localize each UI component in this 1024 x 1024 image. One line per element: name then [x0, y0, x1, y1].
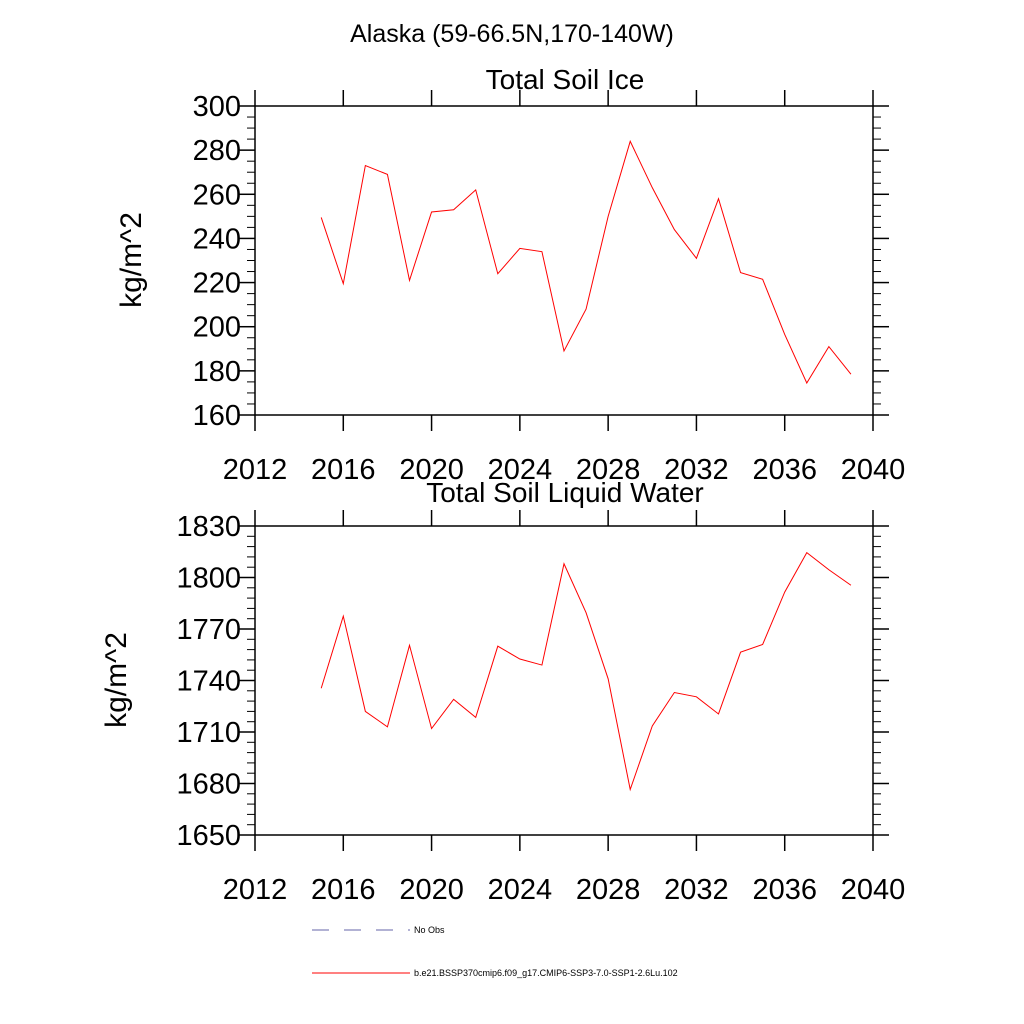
legend-label-no-obs: No Obs: [414, 925, 445, 935]
x-tick-label: 2012: [223, 874, 288, 906]
x-tick-label: 2028: [576, 874, 641, 906]
y-tick-label: 1800: [176, 563, 241, 595]
legend: No Obs b.e21.BSSP370cmip6.f09_g17.CMIP6-…: [312, 925, 678, 978]
x-tick-label: 2012: [223, 454, 288, 486]
y-tick-label: 1770: [176, 614, 241, 646]
x-tick-label: 2036: [752, 874, 817, 906]
series-line: [320, 139, 852, 385]
x-tick-label: 2032: [664, 454, 729, 486]
series-line: [320, 551, 852, 792]
y-tick-label: 1830: [176, 511, 241, 543]
y-tick-label: 180: [193, 356, 241, 388]
x-tick-label: 2020: [399, 454, 464, 486]
total-soil-ice-panel: Total Soil Ice kg/m^2 2012 2016 2020 2024 20…: [115, 64, 905, 486]
y-tick-label: 260: [193, 179, 241, 211]
x-tick-label: 2036: [752, 454, 817, 486]
series-layer: [320, 139, 852, 385]
y-tick-label: 1680: [176, 769, 241, 801]
panel-title: Total Soil Ice: [486, 64, 645, 95]
region-title: Alaska (59-66.5N,170-140W): [350, 20, 674, 48]
plot-frame: [254, 525, 874, 836]
series-layer: [320, 551, 852, 792]
y-tick-label: 160: [193, 400, 241, 432]
x-tick-label: 2024: [488, 874, 553, 906]
x-tick-label: 2028: [576, 454, 641, 486]
axes: 2012 2016 2020 2024 2028 2032 2036 2040 1650 1680…: [176, 510, 905, 906]
y-tick-label: 220: [193, 268, 241, 300]
y-axis-label: kg/m^2: [115, 212, 148, 308]
x-tick-label: 2040: [841, 454, 906, 486]
y-tick-label: 300: [193, 91, 241, 123]
y-tick-label: 240: [193, 223, 241, 255]
axes: 2012 2016 2020 2024 2028 2032 2036 2040 160 180 20…: [193, 90, 906, 486]
y-tick-label: 200: [193, 312, 241, 344]
panel-title: Total Soil Liquid Water: [426, 477, 704, 508]
x-tick-label: 2040: [841, 874, 906, 906]
x-tick-label: 2032: [664, 874, 729, 906]
y-tick-label: 1740: [176, 666, 241, 698]
legend-label-model-run: b.e21.BSSP370cmip6.f09_g17.CMIP6-SSP3-7.…: [414, 968, 678, 978]
y-axis-label: kg/m^2: [100, 632, 133, 728]
x-tick-label: 2016: [311, 454, 376, 486]
x-tick-label: 2020: [399, 874, 464, 906]
x-tick-label: 2024: [488, 454, 553, 486]
x-tick-label: 2016: [311, 874, 376, 906]
total-soil-liquid-water-panel: Total Soil Liquid Water kg/m^2 2012 2016 2…: [100, 477, 905, 906]
y-tick-label: 1650: [176, 820, 241, 852]
y-tick-label: 1710: [176, 717, 241, 749]
y-tick-label: 280: [193, 135, 241, 167]
